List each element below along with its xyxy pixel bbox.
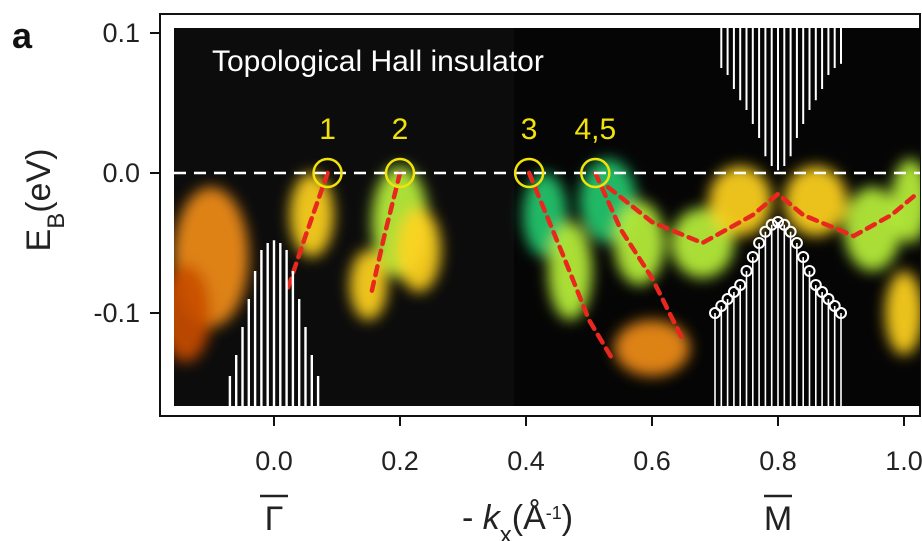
intensity-spot — [289, 173, 334, 257]
calc-circle — [828, 300, 841, 312]
calc-circle — [753, 237, 766, 249]
x-tick-label: 0.4 — [507, 446, 545, 476]
intensity-spot — [885, 271, 920, 355]
x-tick-label: 0.6 — [633, 446, 671, 476]
crossing-circle — [580, 157, 611, 189]
x-axis-unit-close: ) — [562, 499, 573, 537]
calc-circle — [715, 300, 728, 312]
y-tick-label: -0.1 — [93, 298, 140, 328]
calc-circle — [759, 225, 772, 238]
intensity-layer — [174, 159, 920, 376]
crossing-label: 3 — [521, 113, 538, 146]
intensity-spot — [396, 208, 441, 292]
axis-ticks: 0.0 0.2 0.4 0.6 0.8 1.0 0.1 0.0 -0.1 — [93, 18, 922, 476]
crossing-circle — [513, 157, 545, 189]
x-axis-var: k — [483, 499, 502, 537]
y-axis-var: E — [20, 229, 58, 252]
chart-title: Topological Hall insulator — [212, 45, 544, 78]
calc-circle — [772, 216, 784, 228]
calc-circle — [822, 293, 835, 305]
x-tick-label: 1.0 — [885, 446, 922, 476]
intensity-spot — [784, 166, 848, 236]
crossing-label: 2 — [392, 113, 409, 146]
y-axis-title: EB(eV) — [20, 149, 70, 252]
calc-circle — [727, 286, 740, 298]
calc-circle — [746, 251, 759, 263]
calc-circle — [734, 279, 747, 291]
y-tick-label: 0.0 — [102, 158, 140, 188]
y-axis-unit: (eV) — [20, 149, 58, 213]
x-axis-prefix: - — [462, 499, 483, 537]
crossing-circle — [312, 157, 343, 189]
intensity-spot — [614, 320, 690, 376]
calc-circle — [721, 293, 734, 305]
crossing-circle — [384, 157, 416, 189]
dispersion-guide — [526, 170, 617, 365]
calc-circle — [790, 237, 803, 249]
calc-circle — [797, 251, 810, 263]
intensity-spot — [349, 250, 388, 320]
calc-circle — [784, 225, 797, 238]
calc-circle — [835, 307, 847, 319]
calc-circle — [816, 286, 829, 298]
dispersion-guide — [369, 170, 403, 295]
y-tick-label: 0.1 — [102, 18, 140, 48]
intensity-spot — [844, 187, 901, 271]
calc-circles — [709, 216, 847, 319]
x-tick-label: 0.2 — [381, 446, 419, 476]
x-axis-unit-open: (Å — [512, 499, 546, 537]
calc-circle — [765, 218, 778, 231]
calc-circle — [740, 265, 753, 277]
fermi-crossings: 1 2 3 4,5 — [312, 113, 616, 189]
y-axis-sub: B — [43, 213, 70, 229]
dispersion-guide — [593, 170, 686, 344]
x-axis-sup: -1 — [546, 503, 562, 523]
crossing-label: 1 — [319, 113, 336, 146]
intensity-spot — [174, 264, 211, 362]
symmetry-label: M — [764, 500, 792, 538]
calc-circle — [803, 265, 816, 277]
intensity-spot — [708, 166, 772, 236]
calc-circle — [778, 218, 791, 231]
x-tick-label: 0.0 — [255, 446, 293, 476]
calc-circle — [809, 279, 822, 291]
x-axis-title: - kx(Å-1) — [462, 499, 573, 541]
panel-label: a — [12, 15, 33, 56]
symmetry-label: Γ — [265, 500, 284, 538]
calc-circle — [709, 307, 721, 319]
stick-spectra — [228, 28, 842, 406]
x-tick-label: 0.8 — [759, 446, 797, 476]
dispersion-guide — [605, 184, 919, 246]
crossing-label: 4,5 — [574, 113, 616, 146]
x-axis-sub: x — [500, 522, 512, 541]
